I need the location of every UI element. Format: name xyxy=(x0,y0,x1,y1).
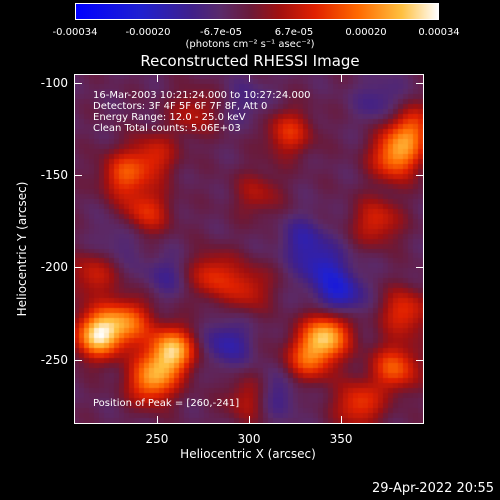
time-range-label: 16-Mar-2003 10:21:24.000 to 10:27:24.000 xyxy=(93,90,311,101)
x-tick-mark xyxy=(156,416,158,424)
y-tick-label: -150 xyxy=(40,168,68,183)
y-tick-mark xyxy=(74,267,82,269)
y-tick-label: -200 xyxy=(40,260,68,275)
y-tick-mark xyxy=(416,175,424,177)
y-tick-mark xyxy=(74,359,82,361)
y-tick-mark xyxy=(74,175,82,177)
x-tick-mark xyxy=(249,74,250,82)
x-tick-label: 300 xyxy=(237,432,261,446)
x-tick-mark xyxy=(249,416,250,424)
detectors-label: Detectors: 3F 4F 5F 6F 7F 8F, Att 0 xyxy=(93,101,268,112)
peak-position-label: Position of Peak = [260,-241] xyxy=(93,398,240,409)
x-axis-label: Heliocentric X (arcsec) xyxy=(180,447,316,461)
colorbar-tick-label: -0.00020 xyxy=(125,27,171,38)
colorbar xyxy=(75,3,439,20)
footer-date: 29-Apr-2022 20:55 xyxy=(372,481,494,496)
colorbar-tick-label: 0.00034 xyxy=(418,27,460,38)
x-tick-label: 250 xyxy=(145,432,169,446)
clean-counts-label: Clean Total counts: 5.06E+03 xyxy=(93,123,241,134)
colorbar-tick-label: -6.7e-05 xyxy=(200,27,242,38)
colorbar-tick-label: 6.7e-05 xyxy=(274,27,314,38)
x-tick-label: 350 xyxy=(329,432,353,446)
y-tick-label: -100 xyxy=(40,76,68,91)
x-tick-mark xyxy=(341,416,343,424)
y-tick-mark xyxy=(416,83,424,85)
y-tick-label: -250 xyxy=(40,352,68,367)
y-tick-mark xyxy=(74,83,82,85)
x-tick-mark xyxy=(341,74,343,82)
plot-area xyxy=(74,74,424,424)
colorbar-tick-label: 0.00020 xyxy=(345,27,387,38)
colorbar-unit: (photons cm⁻² s⁻¹ asec⁻²) xyxy=(185,39,315,50)
energy-range-label: Energy Range: 12.0 - 25.0 keV xyxy=(93,112,246,123)
colorbar-tick-label: -0.00034 xyxy=(52,27,98,38)
chart-title: Reconstructed RHESSI Image xyxy=(140,52,360,70)
y-axis-label: Heliocentric Y (arcsec) xyxy=(15,181,29,317)
heatmap-image xyxy=(75,75,423,423)
y-tick-mark xyxy=(416,359,424,361)
x-tick-mark xyxy=(156,74,158,82)
y-tick-mark xyxy=(416,267,424,269)
